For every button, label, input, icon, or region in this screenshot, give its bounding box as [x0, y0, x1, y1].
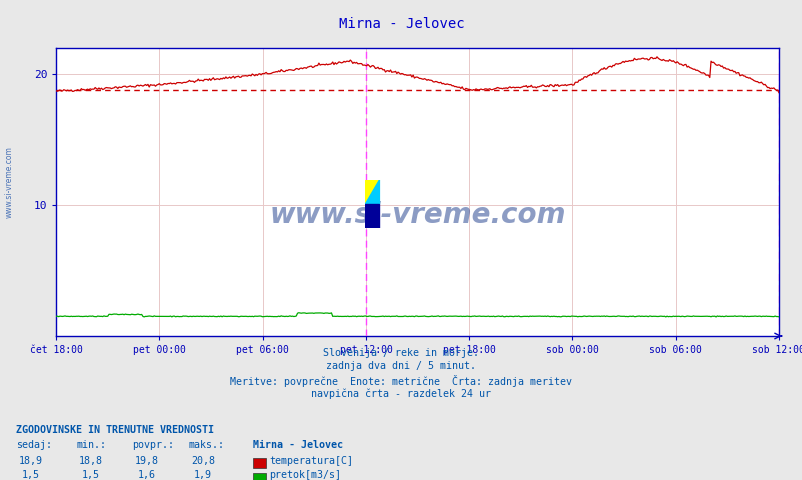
- Text: povpr.:: povpr.:: [132, 440, 174, 450]
- Text: 19,8: 19,8: [135, 456, 159, 466]
- Text: zadnja dva dni / 5 minut.: zadnja dva dni / 5 minut.: [326, 361, 476, 372]
- Text: maks.:: maks.:: [188, 440, 225, 450]
- Text: Mirna - Jelovec: Mirna - Jelovec: [253, 440, 342, 450]
- Text: 1,5: 1,5: [22, 470, 39, 480]
- Text: www.si-vreme.com: www.si-vreme.com: [5, 146, 14, 218]
- Text: Mirna - Jelovec: Mirna - Jelovec: [338, 17, 464, 31]
- Polygon shape: [365, 204, 379, 228]
- Text: 20,8: 20,8: [191, 456, 215, 466]
- Text: temperatura[C]: temperatura[C]: [269, 456, 353, 466]
- Polygon shape: [365, 180, 379, 204]
- Text: 18,8: 18,8: [79, 456, 103, 466]
- Text: www.si-vreme.com: www.si-vreme.com: [269, 201, 565, 229]
- Text: 18,9: 18,9: [18, 456, 43, 466]
- Polygon shape: [365, 180, 379, 204]
- Text: pretok[m3/s]: pretok[m3/s]: [269, 470, 341, 480]
- Text: 1,6: 1,6: [138, 470, 156, 480]
- Text: ZGODOVINSKE IN TRENUTNE VREDNOSTI: ZGODOVINSKE IN TRENUTNE VREDNOSTI: [16, 425, 214, 435]
- Text: navpična črta - razdelek 24 ur: navpična črta - razdelek 24 ur: [311, 388, 491, 399]
- Text: min.:: min.:: [76, 440, 106, 450]
- Text: 1,5: 1,5: [82, 470, 99, 480]
- Text: sedaj:: sedaj:: [16, 440, 52, 450]
- Text: Meritve: povprečne  Enote: metrične  Črta: zadnja meritev: Meritve: povprečne Enote: metrične Črta:…: [230, 375, 572, 387]
- Text: Slovenija / reke in morje.: Slovenija / reke in morje.: [323, 348, 479, 358]
- Text: 1,9: 1,9: [194, 470, 212, 480]
